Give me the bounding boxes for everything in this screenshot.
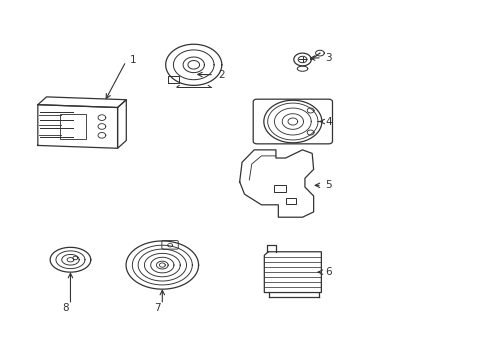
Text: 3: 3 bbox=[325, 53, 331, 63]
Text: 6: 6 bbox=[325, 267, 331, 277]
Text: 7: 7 bbox=[154, 303, 161, 313]
Text: 8: 8 bbox=[62, 303, 69, 313]
Text: 4: 4 bbox=[325, 117, 331, 126]
Text: 2: 2 bbox=[218, 70, 224, 80]
Bar bbox=[273, 185, 285, 192]
Text: 1: 1 bbox=[129, 55, 136, 65]
Text: 5: 5 bbox=[325, 180, 331, 190]
Bar bbox=[60, 114, 86, 139]
Bar bbox=[285, 198, 296, 204]
